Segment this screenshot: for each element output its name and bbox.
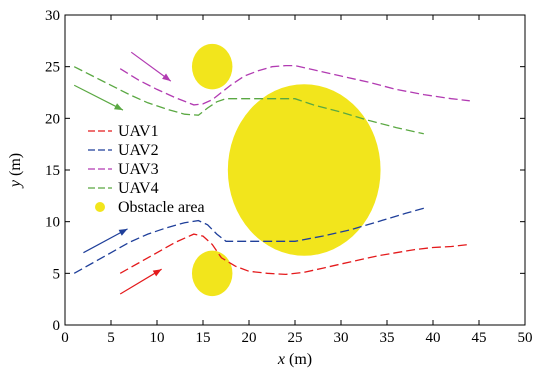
x-tick-label: 20: [242, 330, 257, 346]
ticks-layer: 0 5 10 15 20 25 30 35 40 45 50 0 5 10 15 20 25 30: [45, 8, 533, 346]
x-axis-label: x (m): [277, 351, 312, 368]
x-tick-label: 45: [472, 330, 487, 346]
direction-arrowhead-2: [118, 228, 128, 236]
direction-arrowhead-3: [162, 73, 171, 82]
x-axis-var: x: [277, 351, 285, 368]
arrows-layer: [73, 51, 172, 295]
x-tick-label: 50: [518, 330, 533, 346]
x-axis-unit: (m): [285, 351, 312, 368]
y-tick-label: 15: [45, 163, 60, 179]
direction-arrowhead-1: [152, 269, 162, 277]
x-tick-label: 5: [107, 330, 115, 346]
x-tick-label: 35: [380, 330, 395, 346]
y-tick-label: 25: [45, 60, 60, 76]
series-line-uav1: [119, 233, 470, 276]
series-layer: [73, 64, 470, 276]
y-axis-unit: (m): [7, 153, 24, 180]
x-tick-label: 0: [61, 330, 69, 346]
y-tick-label: 10: [45, 215, 60, 231]
y-tick-label: 20: [45, 111, 60, 127]
y-axis-label: y (m): [7, 153, 24, 189]
y-tick-label: 30: [45, 8, 60, 24]
legend-label: UAV1: [118, 123, 159, 140]
legend-label: UAV3: [118, 161, 159, 178]
x-tick-label: 30: [334, 330, 349, 346]
y-axis-var: y: [7, 179, 24, 189]
legend: UAV1 UAV2 UAV3 UAV4 Obstacle area: [88, 123, 205, 216]
direction-arrow-4: [73, 84, 124, 111]
obstacle-circle-1: [191, 43, 233, 90]
legend-swatch-obstacle: [95, 202, 105, 212]
series-line-uav2: [73, 207, 424, 274]
x-tick-label: 25: [288, 330, 303, 346]
x-tick-label: 15: [196, 330, 211, 346]
y-tick-label: 0: [53, 318, 61, 334]
direction-arrow-2: [83, 228, 128, 254]
obstacles-layer: [191, 43, 381, 297]
series-line-uav3: [119, 64, 470, 106]
obstacle-circle-2: [227, 84, 381, 256]
series-line-uav4: [73, 66, 424, 135]
obstacle-circle-3: [191, 250, 233, 297]
direction-arrowhead-4: [113, 103, 123, 111]
legend-label: Obstacle area: [118, 199, 205, 216]
legend-label: UAV4: [118, 180, 159, 197]
x-tick-label: 40: [426, 330, 441, 346]
y-tick-label: 5: [53, 266, 61, 282]
legend-label: UAV2: [118, 142, 159, 159]
x-tick-label: 10: [150, 330, 165, 346]
